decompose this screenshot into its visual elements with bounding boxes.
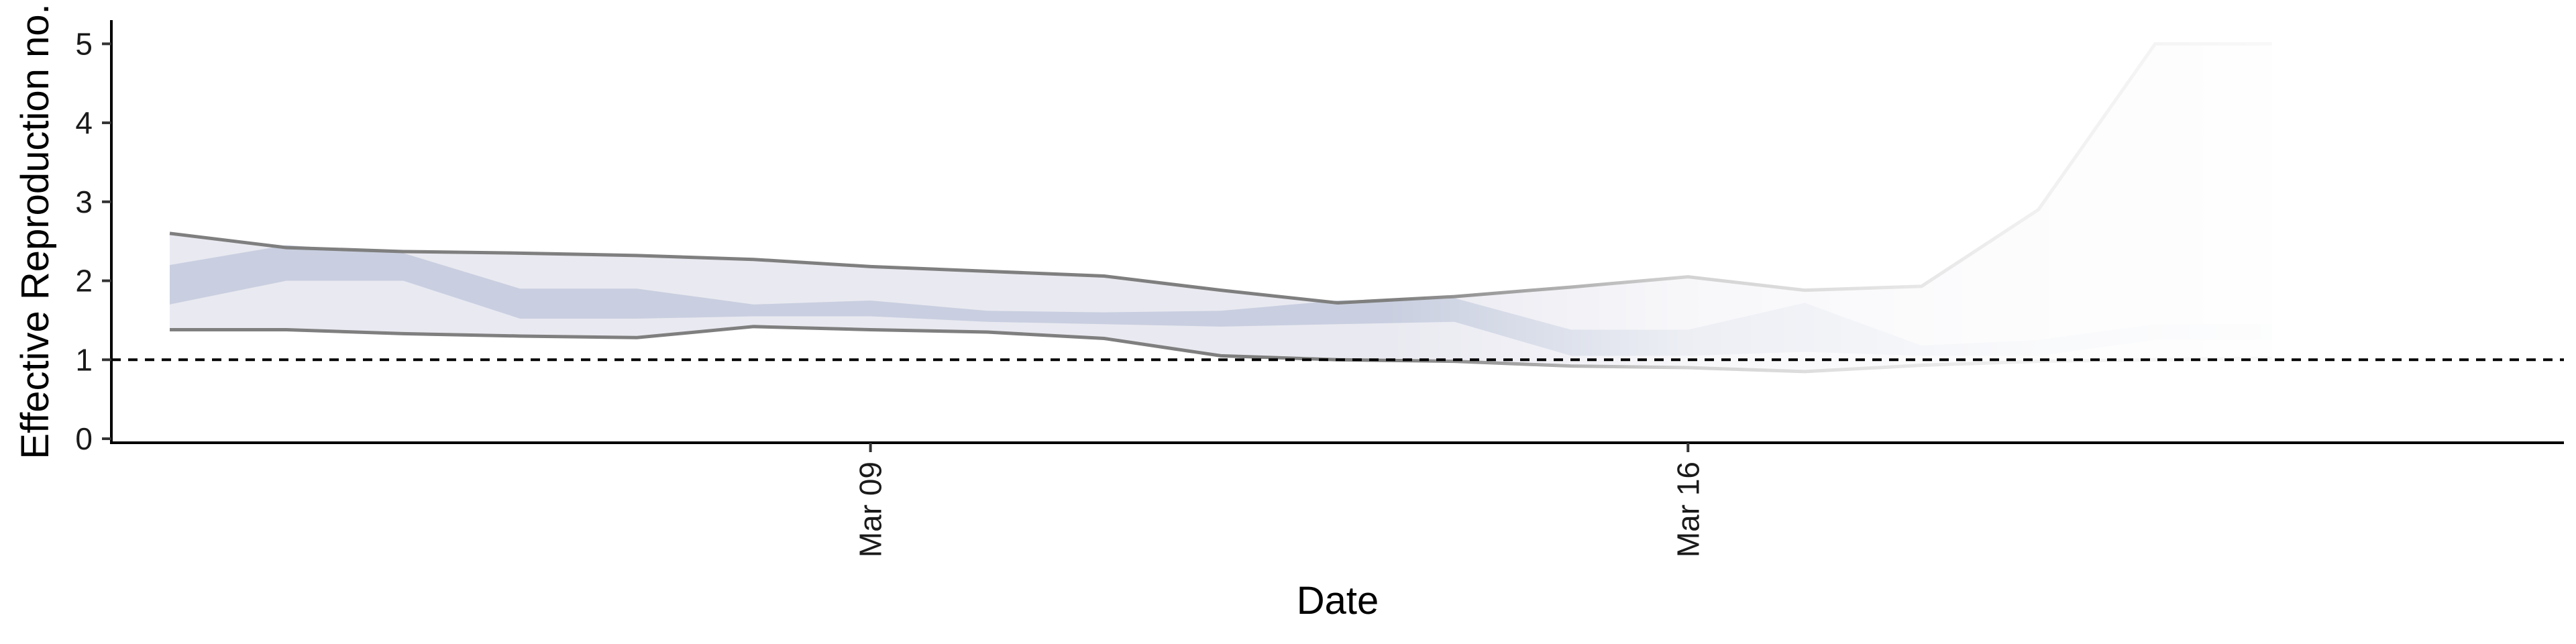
- inner-credible-band: [170, 245, 2272, 356]
- outer-credible-band: [170, 44, 2272, 372]
- plot-area: [169, 42, 2272, 374]
- x-axis-title: Date: [1297, 579, 1379, 623]
- x-tick-label: Mar 09: [853, 462, 888, 557]
- y-tick-label: 3: [75, 184, 93, 219]
- y-axis-title: Effective Reproduction no.: [13, 3, 57, 459]
- y-tick-label: 0: [75, 421, 93, 456]
- axes: 0 1 2 3 4 5 Mar 09 Mar 16: [75, 20, 2564, 557]
- y-tick-label: 2: [75, 264, 93, 299]
- lower-bound-line: [170, 325, 2272, 374]
- x-tick-label: Mar 16: [1670, 462, 1705, 557]
- y-tick-label: 1: [75, 342, 93, 377]
- y-tick-label: 4: [75, 105, 93, 140]
- y-tick-label: 5: [75, 26, 93, 61]
- upper-bound-line: [169, 42, 2272, 305]
